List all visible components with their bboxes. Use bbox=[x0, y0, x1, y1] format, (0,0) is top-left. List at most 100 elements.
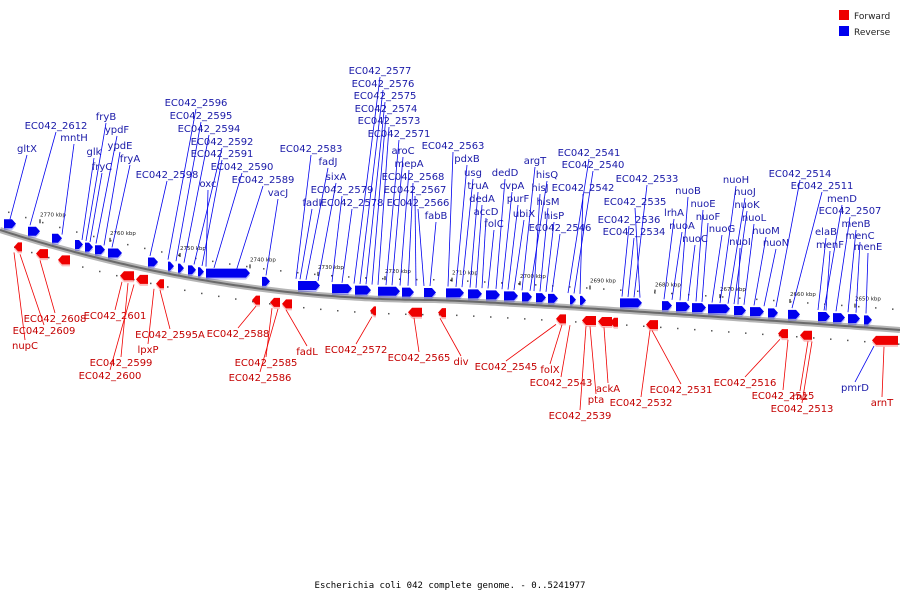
reverse-gene-label-elab: elaB bbox=[815, 227, 837, 238]
forward-gene-label-ec042-2545: EC042_2545 bbox=[475, 362, 538, 373]
reverse-label-leader bbox=[359, 89, 384, 284]
scale-dot bbox=[263, 268, 265, 270]
forward-gene-label-ec042-2532: EC042_2532 bbox=[610, 398, 673, 409]
reverse-gene-arrow bbox=[446, 288, 464, 298]
reverse-gene-arrow bbox=[198, 267, 204, 277]
reverse-gene-label-ec042-2594: EC042_2594 bbox=[178, 124, 241, 135]
reverse-label-leader bbox=[763, 248, 777, 307]
reverse-gene-label-dedd: dedD bbox=[492, 168, 519, 179]
reverse-label-leader bbox=[469, 191, 479, 288]
scale-dot bbox=[218, 295, 220, 298]
reverse-label-leader bbox=[621, 225, 630, 297]
forward-gene-label-ec042-2595a: EC042_2595A bbox=[135, 330, 205, 341]
reverse-label-leader bbox=[331, 195, 343, 283]
reverse-gene-label-ec042-2563: EC042_2563 bbox=[422, 141, 485, 152]
reverse-label-leader bbox=[733, 210, 748, 305]
scale-dot bbox=[456, 314, 458, 317]
scale-dot bbox=[201, 292, 203, 295]
scale-dot bbox=[660, 326, 662, 329]
scale-dot bbox=[762, 333, 764, 336]
reverse-label-leader bbox=[183, 134, 210, 263]
scale-tick-label: 2760 kbp bbox=[110, 231, 136, 237]
reverse-gene-label-gltx: gltX bbox=[17, 144, 37, 155]
scale-dot bbox=[93, 235, 95, 238]
forward-label-leader bbox=[560, 325, 571, 378]
reverse-label-leader bbox=[341, 208, 353, 283]
scale-dot bbox=[569, 286, 571, 288]
reverse-gene-arrow bbox=[676, 302, 690, 312]
forward-label-leader bbox=[237, 305, 257, 329]
scale-dot bbox=[399, 278, 401, 281]
forward-label-leader bbox=[13, 252, 26, 341]
reverse-label-leader bbox=[521, 166, 536, 291]
scale-tick-label: 2740 kbp bbox=[250, 257, 276, 263]
forward-gene-label-ec042-2600: EC042_2600 bbox=[79, 371, 142, 382]
scale-dot bbox=[654, 291, 656, 294]
reverse-gene-arrow bbox=[85, 242, 93, 252]
reverse-label-leader bbox=[533, 193, 541, 292]
reverse-label-leader bbox=[501, 191, 513, 290]
reverse-gene-label-ec042-2576: EC042_2576 bbox=[352, 79, 415, 90]
scale-dot bbox=[841, 304, 843, 307]
forward-gene-arrow bbox=[438, 308, 446, 318]
scale-dot bbox=[473, 315, 475, 317]
reverse-gene-label-nuol: nuoL bbox=[742, 213, 767, 224]
reverse-gene-arrow bbox=[504, 291, 518, 301]
forward-gene-arrow bbox=[252, 295, 260, 305]
scale-dot bbox=[331, 274, 333, 277]
reverse-gene-arrow bbox=[424, 287, 436, 297]
reverse-label-leader bbox=[201, 159, 223, 266]
reverse-label-leader bbox=[81, 157, 95, 240]
reverse-gene-label-ec042-2589: EC042_2589 bbox=[232, 175, 295, 186]
reverse-label-leader bbox=[414, 195, 417, 286]
forward-gene-arrow bbox=[646, 320, 658, 330]
reverse-gene-arrow bbox=[168, 261, 174, 271]
scale-dot bbox=[439, 313, 441, 316]
scale-dot bbox=[677, 327, 679, 330]
reverse-gene-arrow bbox=[188, 265, 196, 275]
scale-tick-label: 2670 kbp bbox=[720, 287, 746, 293]
reverse-gene-label-hisq: hisQ bbox=[536, 170, 558, 181]
forward-label-leader bbox=[120, 283, 129, 358]
legend-forward-swatch bbox=[839, 10, 849, 20]
reverse-gene-label-ec042-2573: EC042_2573 bbox=[358, 116, 421, 127]
reverse-gene-label-nuoa: nuoA bbox=[669, 221, 695, 232]
scale-dot bbox=[847, 339, 849, 342]
reverse-gene-label-menf: menF bbox=[816, 240, 844, 251]
reverse-label-leader bbox=[737, 247, 741, 305]
scale-dot bbox=[25, 216, 27, 219]
reverse-gene-arrow bbox=[468, 289, 482, 299]
scale-dot bbox=[745, 332, 747, 334]
reverse-gene-label-menc: menC bbox=[845, 231, 874, 242]
reverse-gene-label-nuog: nuoG bbox=[709, 224, 736, 235]
forward-gene-arrow bbox=[136, 274, 148, 284]
scale-dot bbox=[898, 343, 900, 345]
scale-tick-label: 2650 kbp bbox=[855, 297, 881, 303]
forward-gene-label-ec042-2608: EC042_2608 bbox=[24, 314, 87, 325]
scale-dot bbox=[303, 306, 305, 309]
reverse-gene-arrow bbox=[355, 285, 371, 295]
scale-dot bbox=[739, 297, 741, 299]
scale-dot bbox=[178, 254, 180, 257]
reverse-gene-label-fadj: fadJ bbox=[319, 157, 338, 168]
scale-dot bbox=[110, 239, 112, 242]
forward-gene-arrow bbox=[14, 242, 22, 252]
forward-gene-arrow bbox=[778, 329, 788, 339]
reverse-gene-label-ec042-2578: EC042_2578 bbox=[321, 198, 384, 209]
reverse-gene-arrow bbox=[750, 307, 764, 317]
reverse-gene-label-ec042-2546: EC042_2546 bbox=[529, 223, 592, 234]
reverse-gene-arrow bbox=[522, 292, 532, 302]
reverse-label-leader bbox=[551, 233, 561, 293]
reverse-gene-arrow bbox=[620, 298, 642, 308]
reverse-label-leader bbox=[481, 217, 487, 289]
reverse-gene-label-accd: accD bbox=[474, 207, 499, 218]
scale-dot bbox=[42, 221, 44, 224]
forward-gene-label-ec042-2531: EC042_2531 bbox=[650, 385, 713, 396]
forward-features bbox=[14, 242, 898, 347]
reverse-label-leader bbox=[679, 196, 689, 301]
reverse-gene-label-nuok: nuoK bbox=[734, 200, 760, 211]
scale-dot bbox=[184, 289, 186, 292]
forward-gene-arrow bbox=[282, 299, 292, 309]
reverse-gene-label-ec042-2571: EC042_2571 bbox=[368, 129, 431, 140]
reverse-label-leader bbox=[305, 167, 329, 280]
